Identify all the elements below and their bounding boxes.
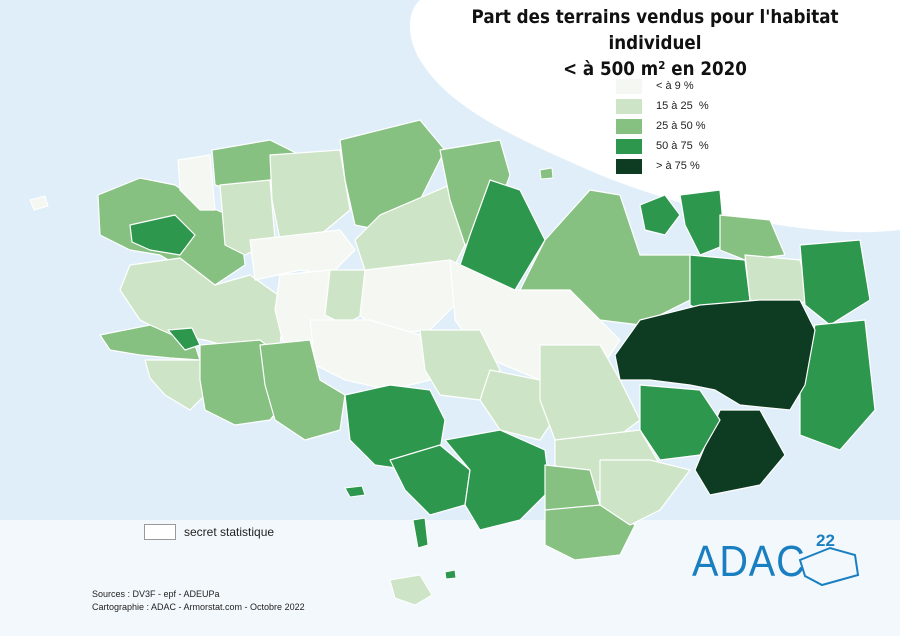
legend-item: 50 à 75 %	[616, 136, 709, 156]
island-ouessant	[29, 195, 49, 211]
legend-swatch	[616, 118, 642, 134]
island-quiberon	[412, 517, 429, 549]
region-core1	[614, 299, 816, 411]
adac-logo: ADAC 22	[692, 531, 872, 586]
legend-item: < à 9 %	[616, 76, 709, 96]
sources-line-1: Sources : DV3F - epf - ADEUPa	[92, 589, 220, 599]
legend-label: < à 9 %	[656, 80, 694, 92]
legend-item: 25 à 50 %	[616, 116, 709, 136]
legend-swatch	[616, 138, 642, 154]
region-center-white5	[309, 319, 431, 391]
secret-label: secret statistique	[184, 525, 275, 539]
region-center-light3	[324, 269, 371, 326]
legend-label: > à 75 %	[656, 160, 700, 172]
region-s-dark3	[444, 429, 551, 531]
legend-swatch	[616, 78, 642, 94]
map-title: Part des terrains vendus pour l'habitat …	[448, 4, 862, 82]
title-bubble	[409, 0, 900, 233]
title-line-1: Part des terrains vendus pour l'habitat …	[471, 6, 839, 54]
region-core2	[694, 409, 786, 496]
legend-item: > à 75 %	[616, 156, 709, 176]
islands	[29, 167, 554, 606]
region-ne-dark-small	[639, 194, 681, 236]
logo-text: ADAC	[692, 537, 806, 586]
secret-swatch	[144, 524, 176, 540]
logo-number: 22	[816, 531, 835, 550]
region-ne-dark2	[679, 189, 726, 256]
legend-item: 15 à 25 %	[616, 96, 709, 116]
secret-legend: secret statistique	[144, 524, 274, 540]
region-s-light5	[599, 459, 691, 526]
region-nw-white	[177, 154, 216, 211]
title-line-2: < à 500 m² en 2020	[563, 58, 747, 80]
legend-label: 50 à 75 %	[656, 140, 709, 152]
region-e-dark1	[799, 239, 871, 326]
logo-outline	[798, 546, 860, 587]
region-crozon	[99, 324, 201, 361]
legend-label: 15 à 25 %	[656, 100, 709, 112]
region-cs-green	[259, 339, 346, 441]
island-brehat	[539, 167, 554, 180]
sources: Sources : DV3F - epf - ADEUPa Cartograph…	[92, 588, 305, 614]
region-brest	[129, 214, 196, 256]
legend: < à 9 % 15 à 25 % 25 à 50 % 50 à 75 % > …	[616, 76, 709, 176]
island-belle-ile	[389, 574, 433, 606]
legend-label: 25 à 50 %	[656, 120, 706, 132]
legend-swatch	[616, 158, 642, 174]
map-regions	[97, 119, 876, 561]
island-groix	[344, 485, 366, 498]
legend-swatch	[616, 98, 642, 114]
sources-line-2: Cartographie : ADAC - Armorstat.com - Oc…	[92, 602, 305, 612]
island-houat	[444, 569, 457, 580]
